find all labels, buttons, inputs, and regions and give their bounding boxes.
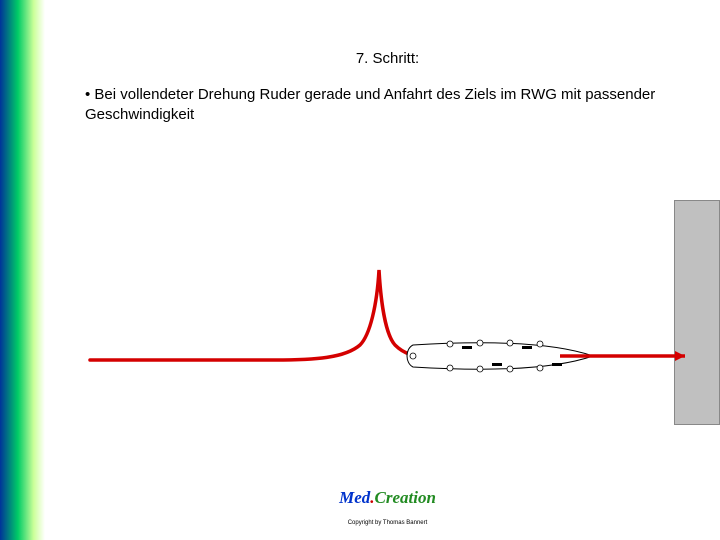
logo: Med.Creation xyxy=(55,488,720,508)
boat-stern-dot xyxy=(410,353,416,359)
slide-title: 7. Schritt: xyxy=(55,50,720,67)
logo-creation: Creation xyxy=(375,488,436,507)
logo-med: Med xyxy=(339,488,370,507)
wake-path xyxy=(90,270,425,360)
boat-diagram xyxy=(55,145,720,435)
direction-arrow-head xyxy=(675,351,685,361)
copyright-text: Copyright by Thomas Bannert xyxy=(55,520,720,526)
bullet-text: Bei vollendeter Drehung Ruder gerade und… xyxy=(85,85,690,126)
sidebar-gradient xyxy=(0,0,45,540)
